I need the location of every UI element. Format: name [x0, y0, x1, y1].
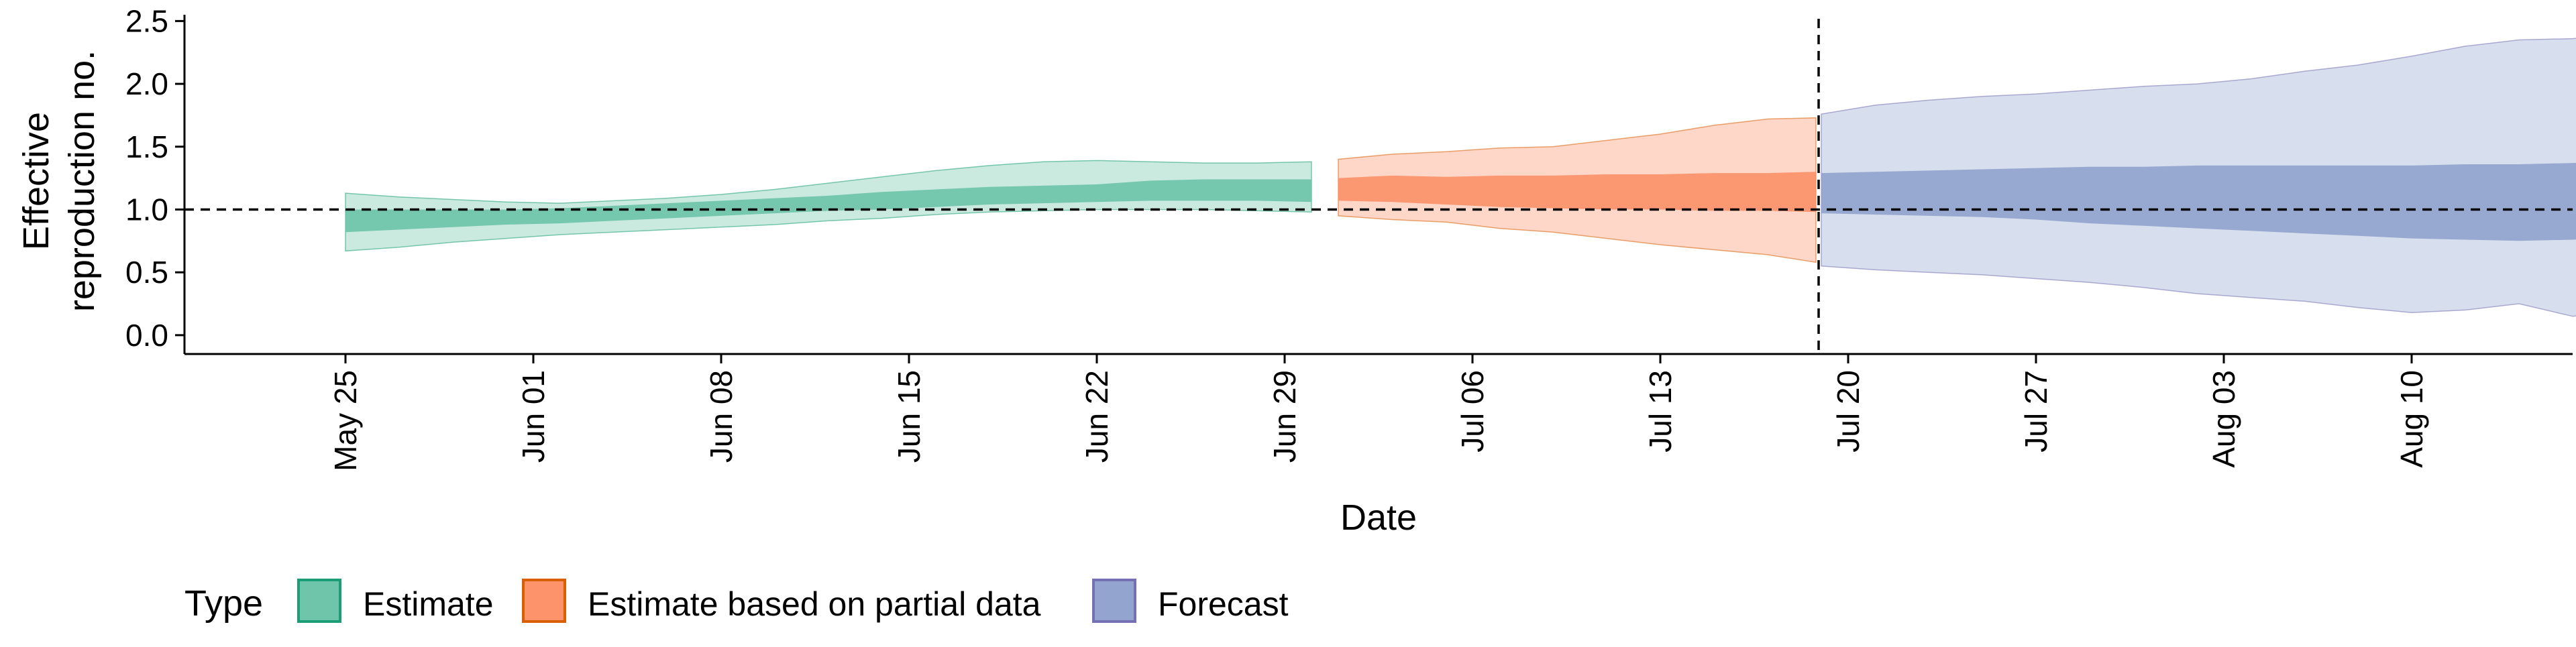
legend-label: Forecast [1158, 585, 1289, 623]
plot-area [184, 19, 2576, 354]
x-tick-label: Jul 27 [2019, 370, 2053, 453]
y-axis-title-line-2: reproduction no. [62, 50, 102, 312]
x-tick-label: Jun 22 [1079, 370, 1114, 463]
legend-label: Estimate based on partial data [588, 585, 1041, 623]
legend-label: Estimate [363, 585, 494, 623]
y-axis-title-line-1: Effective [16, 112, 56, 250]
legend-swatch [1092, 579, 1136, 623]
estimate-inner-band [345, 179, 1311, 233]
x-tick-label: Jul 20 [1831, 370, 1866, 453]
legend-title: Type [184, 583, 263, 624]
forecast-inner-band [1821, 162, 2576, 241]
y-tick-label: 2.0 [125, 66, 168, 101]
legend-swatch [297, 579, 341, 623]
x-tick-label: Jun 15 [892, 370, 926, 463]
x-tick-label: Jun 08 [704, 370, 739, 463]
x-tick-label: Jun 01 [516, 370, 551, 463]
estimate-based-on-partial-data-inner-band [1338, 172, 1816, 213]
legend-swatch [522, 579, 566, 623]
x-tick-label: Aug 03 [2206, 370, 2241, 468]
x-tick-label: Jul 06 [1455, 370, 1490, 453]
y-tick-label: 2.5 [125, 3, 168, 38]
y-tick-label: 0.5 [125, 255, 168, 290]
x-tick-label: May 25 [328, 370, 363, 471]
x-axis-title: Date [1340, 497, 1417, 538]
legend: Type Estimate Estimate based on partial d… [184, 579, 1289, 624]
x-tick-label: Aug 10 [2394, 370, 2429, 468]
x-tick-label: Jun 29 [1267, 370, 1302, 463]
x-tick-label: Jul 13 [1643, 370, 1678, 453]
y-tick-label: 0.0 [125, 318, 168, 353]
y-tick-label: 1.0 [125, 192, 168, 227]
y-tick-label: 1.5 [125, 129, 168, 164]
axes: 0.0 0.5 1.0 1.5 2.0 2.5 May 25 Jun 01 Jun 08 Jun … [125, 3, 2573, 471]
